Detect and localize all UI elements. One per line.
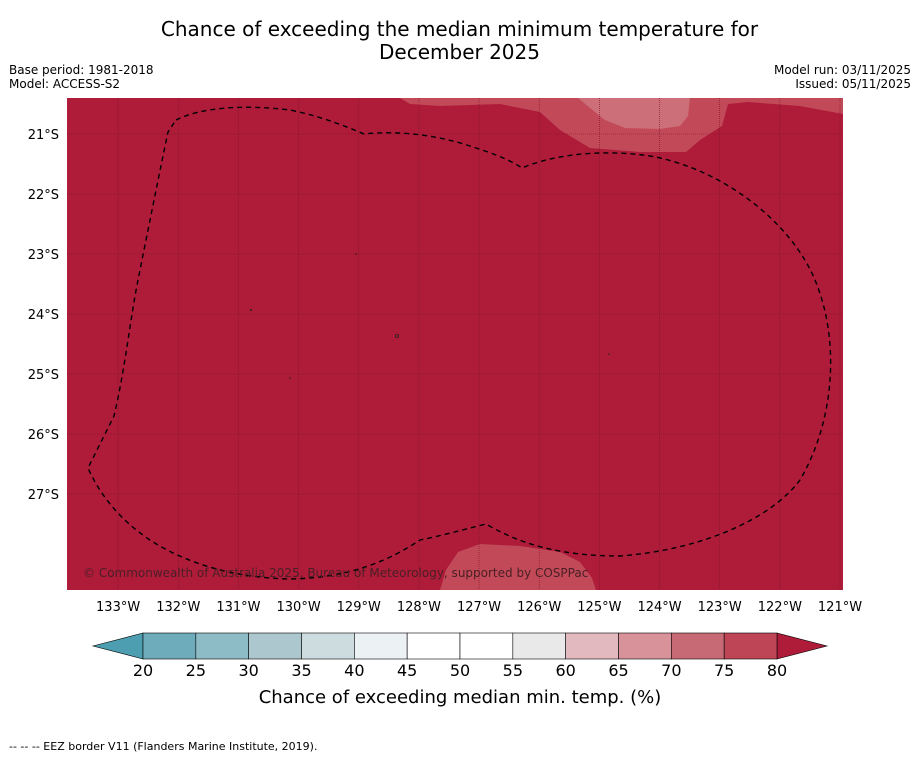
x-tick-label: 128°W	[397, 600, 441, 615]
colorbar-segment	[723, 632, 778, 660]
title-line-1: Chance of exceeding the median minimum t…	[160, 17, 759, 41]
colorbar-segment	[512, 632, 566, 660]
island-dot	[608, 353, 610, 355]
colorbar-segment	[406, 632, 461, 660]
colorbar: 20 25 30 35 40 45 50 55 60 65 70 75 80	[91, 632, 829, 680]
x-tick-label: 121°W	[818, 600, 862, 615]
x-tick-label: 130°W	[277, 600, 321, 615]
colorbar-segment	[248, 632, 302, 660]
copyright-text: © Commonwealth of Australia 2025, Bureau…	[83, 566, 588, 580]
x-tick-label: 126°W	[517, 600, 561, 615]
islands	[250, 253, 610, 379]
y-tick-label: 27°S	[28, 488, 59, 503]
colorbar-segment	[142, 632, 197, 660]
y-tick-label: 22°S	[28, 188, 59, 203]
colorbar-segment	[301, 632, 355, 660]
colorbar-label: Chance of exceeding median min. temp. (%…	[259, 687, 662, 708]
colorbar-tick-label: 25	[186, 661, 206, 680]
island-dot	[289, 377, 291, 379]
colorbar-tick-label: 70	[661, 661, 681, 680]
island-dot	[250, 309, 252, 311]
colorbar-tick-label: 45	[397, 661, 417, 680]
x-axis: 133°W 132°W 131°W 130°W 129°W 128°W 127°W 126°W…	[96, 600, 862, 615]
x-tick-label: 125°W	[577, 600, 621, 615]
y-tick-label: 23°S	[28, 248, 59, 263]
colorbar-extend-high	[776, 632, 829, 660]
base-period: Base period: 1981-2018	[9, 63, 154, 77]
colorbar-segment	[459, 632, 514, 660]
x-tick-label: 124°W	[637, 600, 681, 615]
x-tick-label: 127°W	[457, 600, 501, 615]
chart-title: Chance of exceeding the median minimum t…	[0, 18, 919, 64]
x-tick-label: 131°W	[216, 600, 260, 615]
x-tick-label: 129°W	[337, 600, 381, 615]
y-tick-label: 24°S	[28, 308, 59, 323]
colorbar-tick-label: 75	[714, 661, 734, 680]
issued-date: Issued: 05/11/2025	[795, 77, 911, 91]
map-area: © Commonwealth of Australia 2025, Bureau…	[67, 98, 843, 590]
x-tick-label: 133°W	[96, 600, 140, 615]
colorbar-extend-low	[91, 632, 144, 660]
x-tick-label: 122°W	[758, 600, 802, 615]
colorbar-segment	[565, 632, 619, 660]
colorbar-tick-label: 55	[503, 661, 523, 680]
colorbar-tick-label: 80	[767, 661, 787, 680]
model-name: Model: ACCESS-S2	[9, 77, 121, 91]
meta-left: Base period: 1981-2018 Model: ACCESS-S2	[9, 63, 154, 91]
colorbar-segment	[671, 632, 725, 660]
colorbar-tick-label: 40	[344, 661, 364, 680]
colorbar-segment	[618, 632, 672, 660]
x-tick-label: 132°W	[156, 600, 200, 615]
map-background	[67, 98, 843, 590]
island-dot	[355, 253, 357, 255]
y-tick-label: 26°S	[28, 428, 59, 443]
x-tick-label: 123°W	[698, 600, 742, 615]
colorbar-tick-label: 60	[555, 661, 575, 680]
graticule	[67, 98, 843, 590]
colorbar-tick-label: 65	[608, 661, 628, 680]
island-dot	[394, 333, 399, 338]
colorbar-tick-label: 20	[133, 661, 153, 680]
eez-border	[87, 106, 832, 580]
title-line-2: December 2025	[379, 40, 540, 64]
meta-right: Model run: 03/11/2025 Issued: 05/11/2025	[774, 63, 911, 91]
eez-footnote: -- -- -- EEZ border V11 (Flanders Marine…	[9, 740, 318, 753]
colorbar-tick-label: 35	[291, 661, 311, 680]
colorbar-tick-label: 50	[450, 661, 470, 680]
colorbar-tick-label: 30	[238, 661, 258, 680]
y-tick-label: 25°S	[28, 368, 59, 383]
colorbar-segment	[195, 632, 249, 660]
north-patch-70-75	[578, 98, 690, 129]
model-run: Model run: 03/11/2025	[773, 63, 911, 77]
y-axis: 21°S 22°S 23°S 24°S 25°S 26°S 27°S	[28, 128, 59, 503]
colorbar-segment	[354, 632, 408, 660]
y-tick-label: 21°S	[28, 128, 59, 143]
